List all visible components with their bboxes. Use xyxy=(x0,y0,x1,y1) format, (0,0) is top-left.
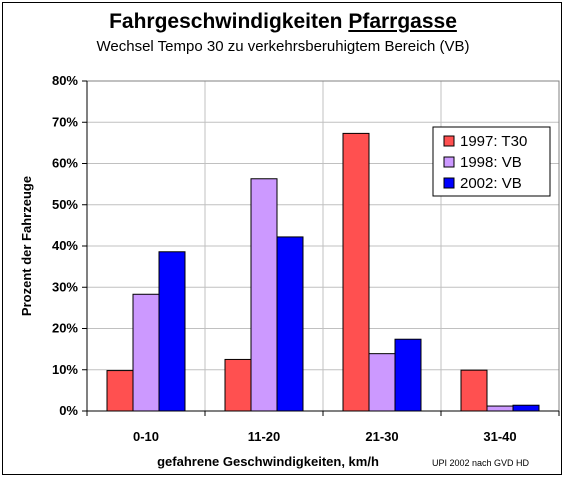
x-tick-label: 11-20 xyxy=(248,429,281,444)
chart-subtitle: Wechsel Tempo 30 zu verkehrsberuhigtem B… xyxy=(96,38,470,55)
chart-title-street: Pfarrgasse xyxy=(348,10,457,33)
legend-label: 1997: T30 xyxy=(460,133,527,150)
x-axis-label: gefahrene Geschwindigkeiten, km/h xyxy=(157,454,379,469)
x-tick-label: 0-10 xyxy=(133,429,159,444)
y-tick-label: 50% xyxy=(52,197,78,212)
y-tick-label: 30% xyxy=(52,279,78,294)
bar-11-20-series-1 xyxy=(224,358,252,412)
x-tick-label: 21-30 xyxy=(365,429,398,444)
chart-title: Fahrgeschwindigkeiten Pfarrgasse xyxy=(0,10,566,34)
x-tick-label: 31-40 xyxy=(483,429,516,444)
y-tick-label: 20% xyxy=(52,321,78,336)
y-tick-label: 0% xyxy=(59,403,78,418)
bar-21-30-series-3 xyxy=(394,338,422,412)
legend-swatch xyxy=(443,156,455,168)
y-tick-label: 70% xyxy=(52,114,78,129)
bar-21-30-series-1 xyxy=(342,132,370,412)
y-tick-label: 40% xyxy=(52,238,78,253)
legend-swatch xyxy=(443,177,455,189)
y-tick-label: 10% xyxy=(52,362,78,377)
chart-title-main: Fahrgeschwindigkeiten xyxy=(109,10,349,33)
bar-31-40-series-1 xyxy=(460,369,488,412)
bar-21-30-series-2 xyxy=(368,353,396,412)
source-note: UPI 2002 nach GVD HD xyxy=(432,458,530,468)
bar-31-40-series-3 xyxy=(512,404,540,412)
y-tick-label: 80% xyxy=(52,73,78,88)
bar-0-10-series-2 xyxy=(132,293,160,412)
bar-11-20-series-2 xyxy=(250,178,278,412)
y-tick-label: 60% xyxy=(52,156,78,171)
bars xyxy=(106,132,540,412)
bar-11-20-series-3 xyxy=(276,236,304,412)
bar-31-40-series-2 xyxy=(486,405,514,412)
legend-label: 1998: VB xyxy=(460,154,522,171)
legend-label: 2002: VB xyxy=(460,175,522,192)
y-axis-label: Prozent der Fahrzeuge xyxy=(19,176,34,316)
legend: 1997: T30 1998: VB 2002: VB xyxy=(432,126,551,197)
axes: 0% 10% 20% 30% 40% 50% 60% 70% 80% 0-10 11-20 21-30… xyxy=(52,73,560,444)
bar-0-10-series-1 xyxy=(106,370,134,412)
legend-swatch xyxy=(443,135,455,147)
bar-0-10-series-3 xyxy=(158,251,186,412)
